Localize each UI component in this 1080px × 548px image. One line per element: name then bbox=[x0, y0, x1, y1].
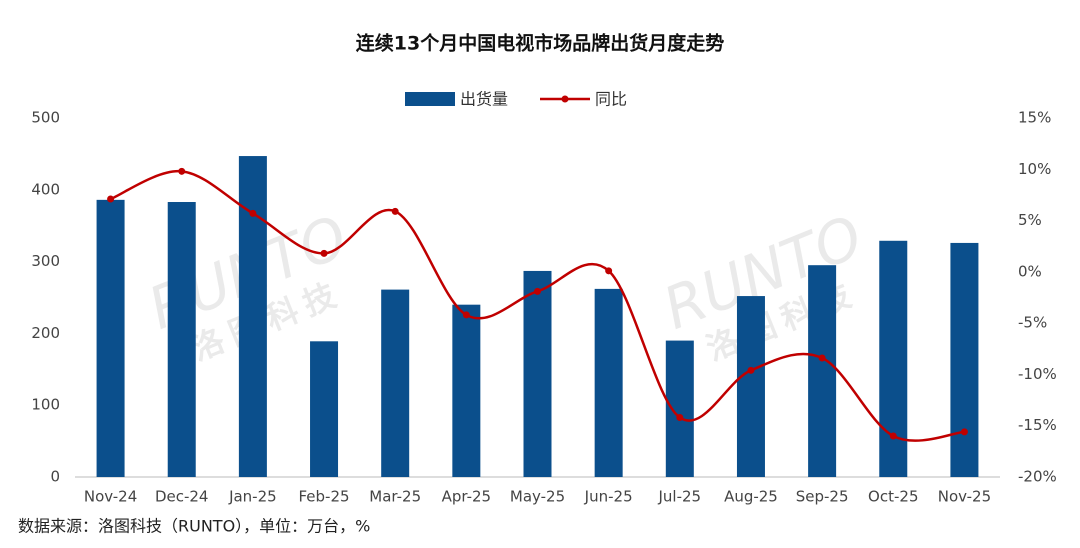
y2-tick-label: 5% bbox=[1018, 211, 1042, 229]
line-point bbox=[960, 428, 968, 436]
line-point bbox=[178, 167, 186, 175]
bar bbox=[665, 340, 694, 477]
y2-tick-label: 0% bbox=[1018, 262, 1042, 280]
x-tick-label: Jan-25 bbox=[228, 488, 277, 506]
chart-title: 连续13个月中国电视市场品牌出货月度走势 bbox=[356, 32, 724, 55]
x-tick-label: Aug-25 bbox=[724, 488, 778, 506]
line-point bbox=[676, 414, 684, 422]
y2-tick-label: 10% bbox=[1018, 160, 1051, 178]
line-point bbox=[107, 195, 115, 203]
source-note: 数据来源：洛图科技（RUNTO），单位：万台，% bbox=[18, 517, 370, 536]
bar bbox=[594, 288, 623, 477]
y2-tick-label: -10% bbox=[1018, 365, 1057, 383]
bar bbox=[452, 304, 481, 477]
x-tick-label: Jun-25 bbox=[584, 488, 633, 506]
bar bbox=[879, 240, 908, 477]
line-point bbox=[818, 354, 826, 362]
bar bbox=[523, 270, 552, 477]
line-point bbox=[249, 209, 257, 217]
y-tick-label: 100 bbox=[31, 396, 60, 414]
x-tick-label: Dec-24 bbox=[155, 488, 209, 506]
line-point bbox=[462, 311, 470, 319]
line-point bbox=[605, 267, 613, 275]
x-tick-label: May-25 bbox=[510, 488, 565, 506]
y-tick-label: 300 bbox=[31, 252, 60, 270]
legend-label: 出货量 bbox=[460, 90, 508, 109]
line-point bbox=[747, 366, 755, 374]
y-tick-label: 500 bbox=[31, 109, 60, 127]
x-tick-label: Oct-25 bbox=[868, 488, 918, 506]
line-point bbox=[534, 287, 541, 295]
x-tick-label: Apr-25 bbox=[442, 488, 492, 506]
x-tick-label: Feb-25 bbox=[299, 488, 350, 506]
y2-tick-label: -5% bbox=[1018, 314, 1047, 332]
bar bbox=[736, 296, 765, 477]
y2-tick-label: -15% bbox=[1018, 416, 1057, 434]
line-point bbox=[320, 249, 328, 257]
line-point bbox=[889, 432, 897, 440]
bar bbox=[238, 156, 267, 477]
x-tick-label: Sep-25 bbox=[796, 488, 849, 506]
bar bbox=[310, 341, 339, 477]
bar bbox=[167, 202, 196, 478]
bar bbox=[950, 242, 979, 477]
legend-swatch bbox=[405, 92, 455, 106]
bar bbox=[96, 199, 125, 478]
y-tick-label: 400 bbox=[31, 180, 60, 198]
x-tick-label: Mar-25 bbox=[369, 488, 421, 506]
y2-tick-label: 15% bbox=[1018, 109, 1051, 127]
y-tick-label: 200 bbox=[31, 324, 60, 342]
y-tick-label: 0 bbox=[50, 468, 60, 486]
x-tick-label: Nov-25 bbox=[938, 488, 991, 506]
x-tick-label: Jul-25 bbox=[658, 488, 702, 506]
bar bbox=[381, 289, 410, 477]
x-tick-label: Nov-24 bbox=[84, 488, 137, 506]
y2-tick-label: -20% bbox=[1018, 468, 1057, 486]
legend-swatch bbox=[561, 95, 569, 103]
legend-label: 同比 bbox=[595, 90, 627, 109]
bar bbox=[808, 265, 837, 477]
line-point bbox=[391, 207, 399, 215]
